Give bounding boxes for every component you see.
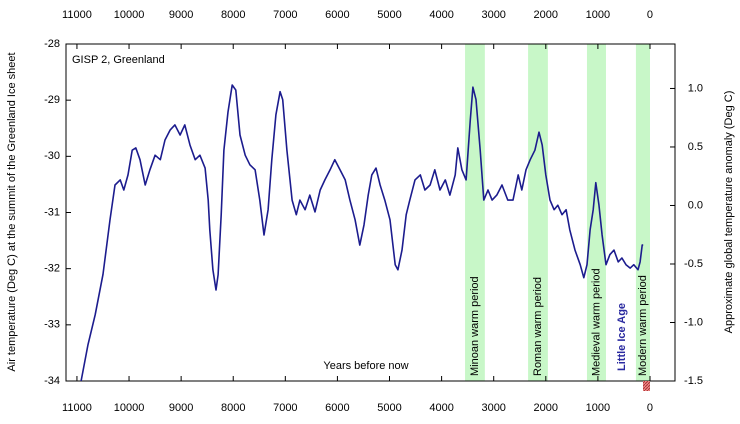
y2-tick-label: -1.5	[684, 375, 703, 387]
x-tick-label-top: 6000	[325, 9, 349, 21]
x-tick-label: 6000	[325, 402, 349, 414]
x-tick-label-top: 2000	[534, 9, 558, 21]
x-tick-label-top: 7000	[273, 9, 297, 21]
period-label: Roman warm period	[532, 277, 544, 376]
x-tick-label-top: 3000	[481, 9, 505, 21]
y-axis-label: Air temperature (Deg C) at the summit of…	[6, 52, 18, 371]
x-tick-label-top: 9000	[169, 9, 193, 21]
y2-tick-label: 1.0	[688, 82, 703, 94]
period-label: Modern warm period	[637, 275, 649, 376]
y-tick-label: -31	[44, 206, 60, 218]
x-tick-label: 4000	[429, 402, 453, 414]
temperature-line	[80, 84, 644, 382]
y2-tick-label: -0.5	[684, 258, 703, 270]
x-tick-label: 9000	[169, 402, 193, 414]
x-tick-label: 2000	[534, 402, 558, 414]
x-tick-label: 10000	[114, 402, 145, 414]
period-band	[635, 44, 650, 381]
y2-tick-label: -1.0	[684, 316, 703, 328]
y-tick-label: -34	[44, 375, 60, 387]
x-tick-label: 3000	[481, 402, 505, 414]
y-tick-label: -30	[44, 150, 60, 162]
x-tick-label: 0	[647, 402, 653, 414]
period-band	[528, 44, 548, 381]
x-tick-label-top: 5000	[377, 9, 401, 21]
y2-tick-label: 0.0	[688, 199, 703, 211]
x-tick-label: 11000	[62, 402, 92, 414]
plot-frame	[65, 43, 676, 382]
x-tick-label-top: 11000	[62, 9, 92, 21]
annotation: GISP 2, Greenland	[72, 54, 165, 66]
x-tick-label-top: 1000	[586, 9, 610, 21]
period-label: Minoan warm period	[469, 276, 481, 376]
x-tick-label-top: 8000	[221, 9, 245, 21]
y-tick-label: -29	[44, 94, 60, 106]
x-tick-label-top: 0	[647, 9, 653, 21]
x-tick-label-top: 4000	[429, 9, 453, 21]
bands	[465, 44, 650, 381]
period-label: Medieval warm period	[590, 268, 602, 376]
x-tick-label: 1000	[586, 402, 610, 414]
y-tick-label: -33	[44, 319, 60, 331]
y-tick-label: -32	[44, 263, 60, 275]
period-band	[586, 44, 606, 381]
x-axis-label: Years before now	[323, 360, 408, 372]
modern-marker	[643, 381, 650, 391]
x-tick-label-top: 10000	[114, 9, 145, 21]
y2-tick-label: 0.5	[688, 141, 703, 153]
x-tick-label: 8000	[221, 402, 245, 414]
y-tick-label: -28	[44, 38, 60, 50]
period-note: Little Ice Age	[616, 303, 628, 371]
x-tick-label: 7000	[273, 402, 297, 414]
y2-axis-label: Approximate global temperature anomaly (…	[723, 91, 735, 334]
x-tick-label: 5000	[377, 402, 401, 414]
